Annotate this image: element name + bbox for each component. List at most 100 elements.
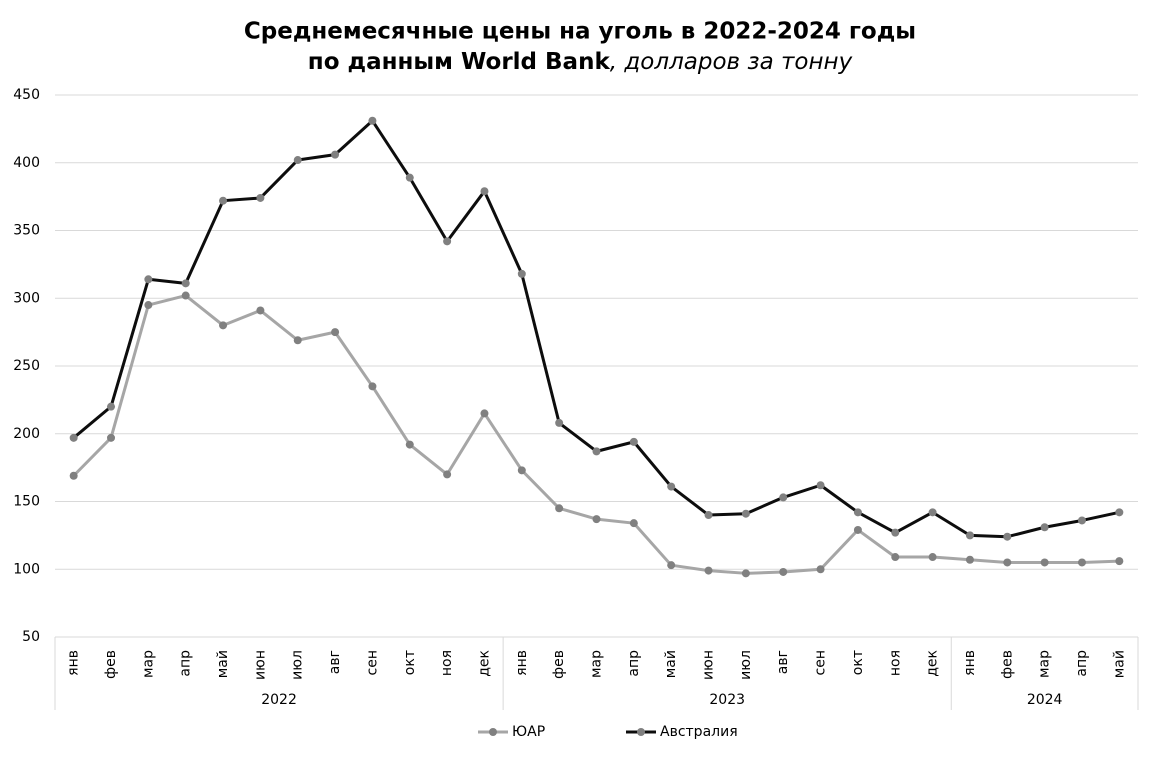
point [741, 509, 750, 518]
point [1040, 558, 1049, 567]
point [405, 173, 414, 182]
legend-label: ЮАР [512, 724, 545, 740]
point [555, 418, 564, 427]
x-tick-label: дек [476, 650, 492, 677]
x-tick-label: мар [140, 650, 156, 678]
x-tick-label: фев [551, 650, 567, 679]
point [1115, 508, 1124, 517]
y-tick-label: 100 [13, 561, 40, 577]
x-tick-label: мар [1037, 650, 1053, 678]
point [928, 553, 937, 562]
point [480, 409, 489, 418]
x-tick-label: фев [103, 650, 119, 679]
x-tick-label: авг [327, 650, 343, 674]
point [293, 336, 302, 345]
chart-subtitle: по данным World Bank, долларов за тонну [308, 49, 853, 75]
point [779, 493, 788, 502]
point [256, 193, 265, 202]
x-tick-label: июл [290, 650, 306, 680]
y-tick-label: 300 [13, 290, 40, 306]
x-tick-label: мар [589, 650, 605, 678]
x-tick-label: сен [364, 650, 380, 675]
point [368, 116, 377, 125]
y-tick-label: 200 [13, 426, 40, 442]
point [965, 555, 974, 564]
point [592, 447, 601, 456]
point [667, 482, 676, 491]
point [443, 470, 452, 479]
point [443, 237, 452, 246]
point [69, 433, 78, 442]
point [480, 187, 489, 196]
x-tick-label: дек [925, 650, 941, 677]
point [816, 565, 825, 574]
y-tick-label: 400 [13, 155, 40, 171]
legend-marker [489, 728, 497, 736]
y-tick-label: 350 [13, 223, 40, 239]
group-label: 2024 [1027, 692, 1063, 708]
x-tick-label: янв [962, 650, 978, 676]
y-tick-label: 150 [13, 494, 40, 510]
point [592, 515, 601, 524]
point [181, 279, 190, 288]
x-tick-label: апр [626, 650, 642, 677]
legend-label: Австралия [660, 724, 738, 740]
point [891, 528, 900, 537]
point [1003, 532, 1012, 541]
x-tick-label: янв [66, 650, 82, 676]
group-label: 2022 [261, 692, 297, 708]
x-tick-label: июл [738, 650, 754, 680]
point [779, 567, 788, 576]
point [555, 504, 564, 513]
point [704, 566, 713, 575]
x-tick-label: ноя [887, 650, 903, 676]
y-tick-label: 450 [13, 87, 40, 103]
point [181, 291, 190, 300]
x-tick-label: окт [850, 650, 866, 675]
point [405, 440, 414, 449]
y-tick-label: 250 [13, 358, 40, 374]
point [891, 553, 900, 562]
point [517, 466, 526, 475]
x-tick-label: май [215, 650, 231, 678]
chart-title: Среднемесячные цены на уголь в 2022-2024… [244, 19, 916, 45]
point [293, 156, 302, 165]
point [1077, 558, 1086, 567]
point [144, 301, 153, 310]
point [1003, 558, 1012, 567]
point [144, 275, 153, 284]
x-tick-label: фев [999, 650, 1015, 679]
x-tick-label: апр [178, 650, 194, 677]
point [219, 321, 228, 330]
y-tick-label: 50 [22, 629, 40, 645]
point [965, 531, 974, 540]
x-tick-label: май [663, 650, 679, 678]
point [219, 196, 228, 205]
x-tick-label: апр [1074, 650, 1090, 677]
point [331, 150, 340, 159]
point [107, 402, 116, 411]
x-tick-label: янв [514, 650, 530, 676]
point [368, 382, 377, 391]
x-tick-label: окт [402, 650, 418, 675]
point [629, 437, 638, 446]
point [853, 508, 862, 517]
x-tick-label: сен [813, 650, 829, 675]
point [853, 525, 862, 534]
point [1040, 523, 1049, 532]
subtitle-main: по данным World Bank [308, 49, 611, 75]
x-tick-label: ноя [439, 650, 455, 676]
x-tick-label: май [1111, 650, 1127, 678]
point [1077, 516, 1086, 525]
legend-marker [637, 728, 645, 736]
point [107, 433, 116, 442]
point [1115, 557, 1124, 566]
point [517, 269, 526, 278]
x-tick-label: авг [775, 650, 791, 674]
point [256, 306, 265, 315]
point [704, 511, 713, 520]
point [629, 519, 638, 528]
point [816, 481, 825, 490]
